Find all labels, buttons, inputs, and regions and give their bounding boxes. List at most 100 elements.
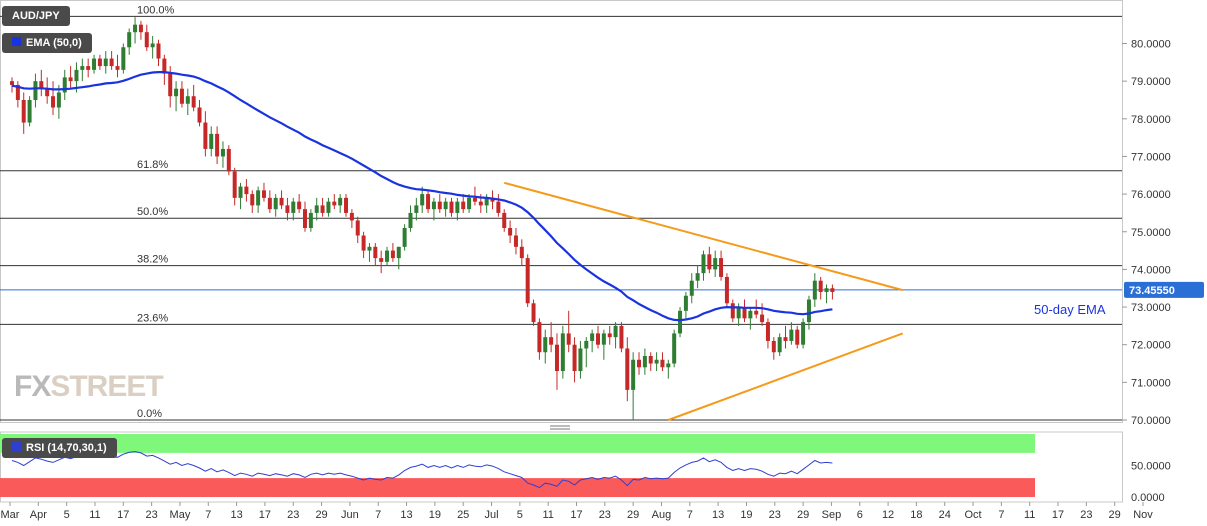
candle-body [420,194,425,206]
x-axis-tick-label: 7 [687,509,693,521]
x-axis-tick-label: 29 [797,509,809,521]
x-axis-tick-label: 17 [259,509,271,521]
candle-body [408,212,413,228]
candle-body [701,254,706,274]
candle-body [185,96,190,104]
candle-body [748,310,753,319]
candle-body [27,99,32,123]
candle-body [666,363,671,368]
x-axis-tick-label: 23 [146,509,158,521]
candle-body [80,66,85,70]
candle-body [683,295,688,311]
candle-body [33,81,38,100]
candle-body [115,66,120,70]
candle-body [806,299,811,323]
support-trendline [667,332,904,421]
x-axis-tick-label: 13 [712,509,724,521]
candle-body [121,47,126,70]
candle-body [396,246,401,259]
y-axis-tick-label: 73.0000 [1131,302,1171,314]
candle-body [144,32,149,48]
y-axis-tick-label: 70.0000 [1131,415,1171,427]
candle-body [162,58,167,74]
candle-body [56,92,61,108]
x-axis-tick-label: 7 [205,509,211,521]
candle-body [244,186,249,195]
rsi-indicator-badge[interactable]: RSI (14,70,30,1) [2,438,117,458]
candle-body [179,88,184,104]
y-axis-tick-label: 74.0000 [1131,264,1171,276]
symbol-badge: AUD/JPY [2,6,70,26]
candle-body [830,288,835,292]
candle-body [168,73,173,97]
candle-body [297,201,302,210]
candle-body [648,355,653,364]
candle-body [138,24,143,33]
fib-level-label: 61.8% [137,159,168,171]
x-axis-tick-label: 29 [315,509,327,521]
candle-body [320,205,325,213]
candle-body [543,337,548,353]
candle-body [789,329,794,341]
candle-body [349,212,354,221]
x-axis-tick-label: 17 [1052,509,1064,521]
y-axis-tick-label: 71.0000 [1131,377,1171,389]
x-axis-tick-label: 19 [429,509,441,521]
candle-body [191,96,196,108]
ema-indicator-badge[interactable]: EMA (50,0) [2,33,92,53]
x-axis-tick-label: Jun [341,509,359,521]
x-axis-tick-label: 29 [627,509,639,521]
candle-body [490,197,495,202]
candle-body [824,288,829,292]
candle-body [760,314,765,323]
candle-body [596,333,600,345]
candle-body [742,307,747,319]
x-axis-tick-label: Oct [964,509,981,521]
candle-body [367,246,372,251]
candle-body [133,24,138,33]
candle-body [449,201,454,213]
resistance-trendline [503,181,903,292]
candle-body [642,355,647,368]
x-axis-tick-label: 13 [400,509,412,521]
candle-body [554,344,559,372]
candle-body [590,333,595,341]
x-axis-tick-label: Mar [1,509,20,521]
rsi-tick-label: 0.0000 [1131,492,1165,504]
candle-body [584,340,589,349]
candle-body [467,197,472,210]
candle-body [238,186,243,198]
x-axis-tick-label: 7 [998,509,1004,521]
candle-body [431,201,436,210]
candle-body [51,96,56,108]
x-axis-tick-label: 25 [457,509,469,521]
x-axis-tick-label: Jul [484,509,498,521]
candle-body [689,280,694,296]
candle-body [525,258,530,304]
candle-body [613,325,618,338]
candle-body [566,333,571,345]
candle-body [209,133,214,149]
candle-body [637,359,642,368]
candle-body [273,197,278,210]
candle-body [385,250,390,262]
candle-body [338,197,343,206]
fib-level-label: 100.0% [137,4,175,16]
candle-body [549,337,554,345]
fib-level-label: 23.6% [137,312,168,324]
x-axis-tick-label: 7 [375,509,381,521]
candle-body [74,69,79,82]
x-axis-tick-label: 23 [1080,509,1092,521]
candle-body [232,171,237,198]
ema-50-line [11,70,833,322]
ema-indicator-label: EMA (50,0) [26,37,82,49]
x-axis-tick-label: 24 [939,509,951,521]
candle-body [332,201,337,206]
x-axis-tick-label: 19 [740,509,752,521]
candle-body [127,32,132,48]
rsi-overbought-zone [0,434,1035,453]
rsi-line [11,451,833,489]
x-axis-tick-label: May [170,509,191,521]
candle-body [426,194,431,210]
